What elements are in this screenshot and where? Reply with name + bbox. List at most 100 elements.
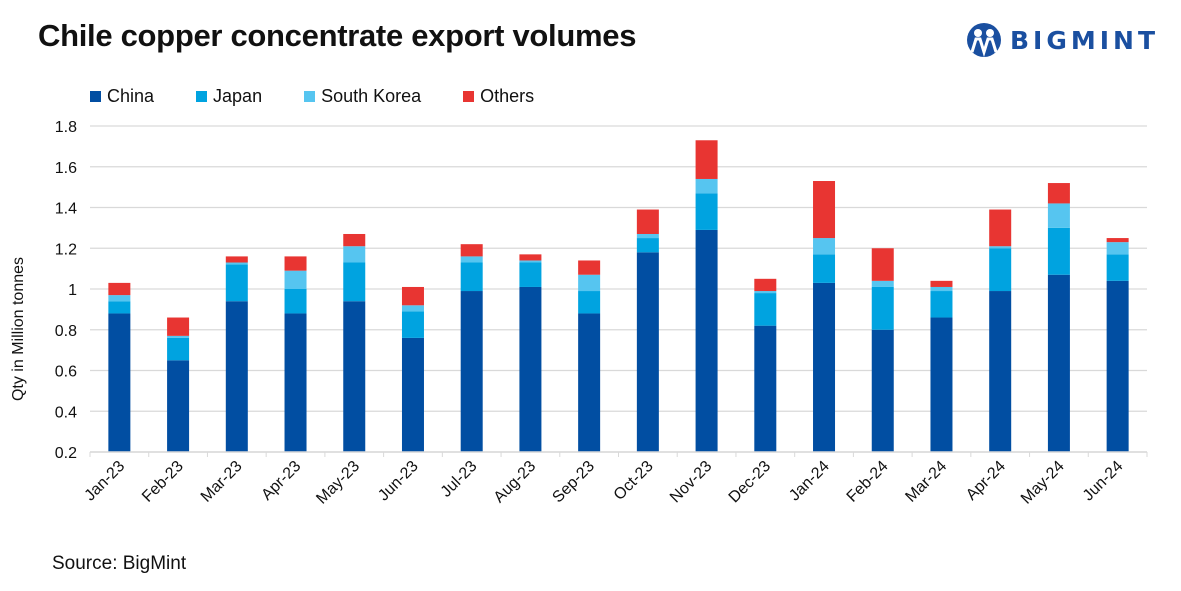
- legend-item: Others: [463, 86, 534, 107]
- bar-china: [1047, 274, 1070, 452]
- bar-china: [813, 282, 836, 452]
- legend-item: South Korea: [304, 86, 421, 107]
- bar-japan: [1106, 254, 1129, 281]
- y-tick-label: 0.4: [55, 404, 77, 421]
- bar-japan: [343, 262, 366, 302]
- legend-item: China: [90, 86, 154, 107]
- bar-china: [225, 301, 248, 452]
- bar-south-korea: [871, 280, 894, 287]
- logo-people-icon: [967, 23, 1001, 58]
- x-tick-label: Dec-23: [726, 458, 775, 507]
- bar-china: [108, 313, 131, 452]
- x-tick-label: Jan-24: [786, 458, 833, 505]
- x-tick-label: Jun-23: [375, 458, 422, 505]
- bar-south-korea: [460, 256, 483, 263]
- x-tick-label: Feb-23: [139, 458, 187, 506]
- logo-text: BIGMINT: [1010, 25, 1160, 55]
- bar-others: [1047, 183, 1070, 204]
- legend: China Japan South Korea Others: [90, 86, 576, 107]
- legend-item: Japan: [196, 86, 262, 107]
- bar-china: [695, 229, 718, 452]
- legend-label: China: [107, 86, 155, 106]
- source-note: Source: BigMint: [52, 553, 187, 574]
- y-axis-label: Qty in Million tonnes: [10, 257, 27, 401]
- bar-others: [167, 317, 190, 336]
- bar-south-korea: [1047, 203, 1070, 228]
- bar-japan: [636, 238, 659, 253]
- bar-china: [460, 291, 483, 452]
- y-tick-label: 1.2: [55, 241, 77, 258]
- bar-japan: [401, 311, 424, 338]
- x-tick-label: Jul-23: [438, 458, 481, 501]
- y-tick-label: 1.4: [55, 201, 77, 218]
- bar-south-korea: [108, 295, 131, 302]
- bar-others: [695, 140, 718, 179]
- bar-others: [343, 233, 366, 247]
- x-tick-label: Mar-23: [198, 458, 246, 506]
- bar-japan: [460, 262, 483, 292]
- bar-japan: [989, 248, 1012, 292]
- bar-others: [1106, 238, 1129, 243]
- legend-swatch: [90, 91, 101, 102]
- bar-china: [519, 286, 542, 452]
- bar-others: [460, 244, 483, 257]
- x-tick-label: May-23: [313, 458, 363, 508]
- bar-china: [989, 291, 1012, 452]
- bar-south-korea: [401, 305, 424, 312]
- bar-others: [989, 209, 1012, 247]
- bar-japan: [519, 262, 542, 287]
- bar-others: [871, 248, 894, 281]
- chart-title: Chile copper concentrate export volumes: [38, 18, 637, 53]
- x-tick-label: Apr-24: [963, 458, 1009, 504]
- bar-china: [754, 325, 777, 452]
- legend-label: Others: [480, 86, 535, 106]
- x-tick-label: Sep-23: [549, 458, 598, 507]
- y-tick-label: 1.6: [55, 160, 77, 177]
- bar-japan: [1047, 227, 1070, 275]
- bar-china: [578, 313, 601, 452]
- x-tick-label: Jan-23: [82, 458, 129, 505]
- bar-china: [636, 252, 659, 452]
- bar-china: [167, 360, 190, 452]
- bar-japan: [108, 301, 131, 314]
- bar-south-korea: [930, 286, 953, 292]
- bar-south-korea: [578, 274, 601, 292]
- bar-japan: [225, 264, 248, 302]
- bar-japan: [754, 293, 777, 326]
- bar-others: [519, 254, 542, 261]
- y-tick-label: 1.8: [55, 119, 77, 136]
- y-tick-label: 0.6: [55, 364, 77, 381]
- bar-japan: [813, 254, 836, 283]
- bar-others: [578, 260, 601, 275]
- x-tick-label: May-24: [1018, 458, 1068, 508]
- bar-japan: [695, 193, 718, 230]
- bar-south-korea: [343, 246, 366, 263]
- bar-south-korea: [636, 233, 659, 239]
- bar-japan: [930, 291, 953, 318]
- x-tick-label: Mar-24: [902, 458, 950, 506]
- bar-china: [401, 337, 424, 452]
- x-tick-label: Nov-23: [667, 458, 716, 507]
- bar-china: [284, 313, 307, 452]
- bar-china: [871, 329, 894, 452]
- x-tick-label: Oct-23: [611, 458, 657, 504]
- y-tick-label: 0.8: [55, 323, 77, 340]
- legend-label: South Korea: [321, 86, 422, 106]
- bar-china: [930, 317, 953, 452]
- bar-south-korea: [519, 260, 542, 263]
- bar-china: [1106, 280, 1129, 452]
- x-tick-label: Aug-23: [491, 458, 540, 507]
- y-tick-label: 1: [68, 282, 77, 299]
- bar-south-korea: [225, 262, 248, 265]
- bigmint-logo: BIGMINT: [966, 22, 1159, 58]
- legend-swatch: [463, 91, 475, 102]
- bar-south-korea: [284, 270, 307, 289]
- y-tick-label: 0.2: [55, 445, 77, 462]
- bar-others: [108, 282, 131, 296]
- bar-south-korea: [813, 238, 836, 255]
- x-tick-label: Apr-23: [258, 458, 304, 504]
- bar-south-korea: [989, 246, 1012, 249]
- legend-label: Japan: [213, 86, 263, 106]
- bar-japan: [578, 291, 601, 314]
